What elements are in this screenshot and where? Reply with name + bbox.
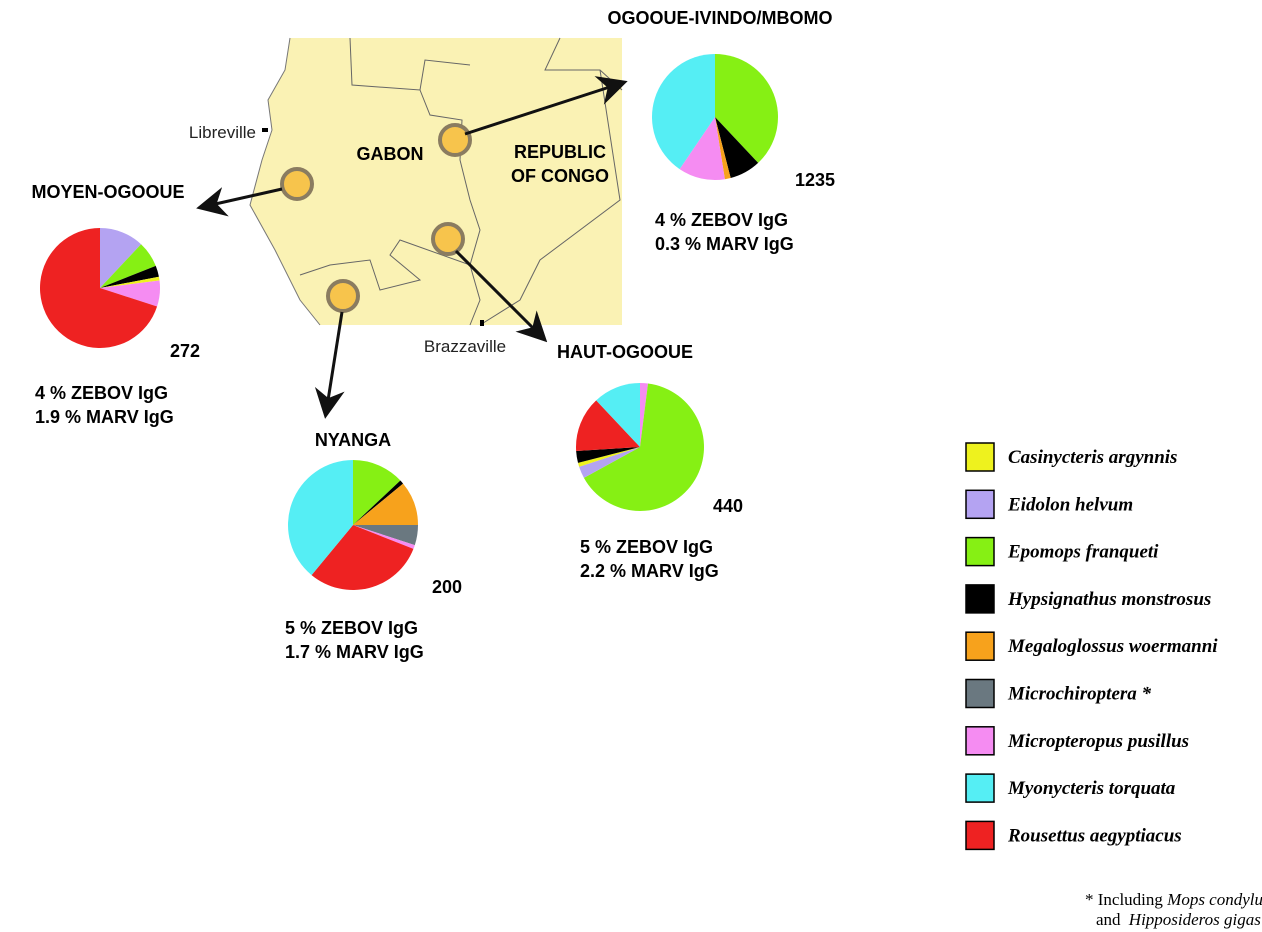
country-label: REPUBLIC <box>514 142 606 162</box>
site-marker <box>326 279 360 313</box>
legend-swatch <box>965 442 995 472</box>
site-marker <box>280 167 314 201</box>
footnote-taxon: Mops condylurus <box>1166 890 1262 909</box>
pie-slice <box>353 525 418 546</box>
pie-slice <box>596 383 640 447</box>
pie-slice <box>715 117 731 180</box>
site-title: HAUT-OGOOUE <box>557 342 693 362</box>
pie-slice <box>583 383 704 511</box>
country-label: GABON <box>357 144 424 164</box>
marv-label: 1.9 % MARV IgG <box>35 407 174 427</box>
pie-slice <box>640 383 649 447</box>
site-title: NYANGA <box>315 430 391 450</box>
city-label: Brazzaville <box>424 337 506 356</box>
legend-swatch <box>965 584 995 614</box>
legend-swatch <box>965 820 995 851</box>
borders <box>299 37 623 326</box>
pie-slice <box>100 228 142 288</box>
pie-slice <box>651 54 715 170</box>
sample-size: 272 <box>170 341 200 361</box>
marv-label: 1.7 % MARV IgG <box>285 642 424 662</box>
sample-size: 440 <box>713 496 743 516</box>
pie-slice <box>311 525 414 591</box>
sample-size: 1235 <box>795 170 835 190</box>
pie-slice <box>578 447 640 467</box>
legend-swatch <box>965 536 995 567</box>
pie-slice <box>576 400 640 452</box>
map: Libreville GABON REPUBLIC OF CONGO Brazz… <box>189 37 628 419</box>
pie-slice <box>100 276 160 288</box>
pie-slice <box>715 117 759 179</box>
pie-slice <box>288 460 353 576</box>
city-label: Libreville <box>189 123 256 142</box>
site-title: MOYEN-OGOOUE <box>31 182 184 202</box>
legend-swatch <box>965 726 995 756</box>
marv-label: 0.3 % MARV IgG <box>655 234 794 254</box>
pie-slice <box>353 480 404 525</box>
site-marker <box>438 123 472 157</box>
footnote-text: and <box>1096 910 1125 929</box>
zebov-label: 5 % ZEBOV IgG <box>285 618 418 638</box>
legend-swatch <box>965 631 995 661</box>
legend-swatch <box>965 773 995 803</box>
sample-size: 200 <box>432 577 462 597</box>
zebov-label: 4 % ZEBOV IgG <box>655 210 788 230</box>
pie-slice <box>100 265 159 288</box>
footnote-text: * Including <box>1085 890 1167 909</box>
legend-label: Rousettus aegyptiacus <box>1007 825 1182 846</box>
arrow <box>314 311 345 419</box>
marv-label: 2.2 % MARV IgG <box>580 561 719 581</box>
land <box>250 38 622 325</box>
site-title: OGOOUE-IVINDO/MBOMO <box>608 8 833 28</box>
arrow <box>464 76 628 136</box>
pie-slice <box>100 280 160 307</box>
legend-label: Micropteropus pusillus <box>1007 731 1189 752</box>
coast <box>249 37 321 326</box>
pie-slice <box>353 525 415 549</box>
arrow <box>454 249 548 343</box>
pie-slice <box>40 228 158 349</box>
legend-label: Eidolon helvum <box>1007 494 1133 515</box>
footnote: and Hipposideros gigas <box>1096 910 1261 929</box>
legend-label: Hypsignathus monstrosus <box>1007 589 1211 610</box>
zebov-label: 4 % ZEBOV IgG <box>35 383 168 403</box>
legend-swatch <box>965 489 995 520</box>
legend-label: Microchiroptera * <box>1007 684 1152 705</box>
arrow <box>196 187 283 217</box>
footnote-taxon: Hipposideros gigas <box>1128 910 1261 929</box>
pie-slice <box>353 460 401 525</box>
country-label: OF CONGO <box>511 166 609 186</box>
pie-slice <box>353 483 418 525</box>
legend-label: Casinycteris argynnis <box>1008 447 1177 468</box>
legend-label: Epomops franqueti <box>1007 542 1159 563</box>
city-dot <box>262 128 268 132</box>
city-dot <box>480 320 484 326</box>
zebov-label: 5 % ZEBOV IgG <box>580 537 713 557</box>
legend-label: Megaloglossus woermanni <box>1007 636 1218 657</box>
pie-slice <box>715 54 779 163</box>
pie-slice <box>100 244 156 288</box>
footnote: * Including Mops condylurus <box>1085 890 1262 909</box>
legend-label: Myonycteris torquata <box>1007 778 1176 799</box>
pie-slice <box>579 447 640 478</box>
pie-slice <box>576 447 640 463</box>
legend-swatch <box>965 678 995 709</box>
site-marker <box>431 222 465 256</box>
pie-slice <box>679 117 725 180</box>
